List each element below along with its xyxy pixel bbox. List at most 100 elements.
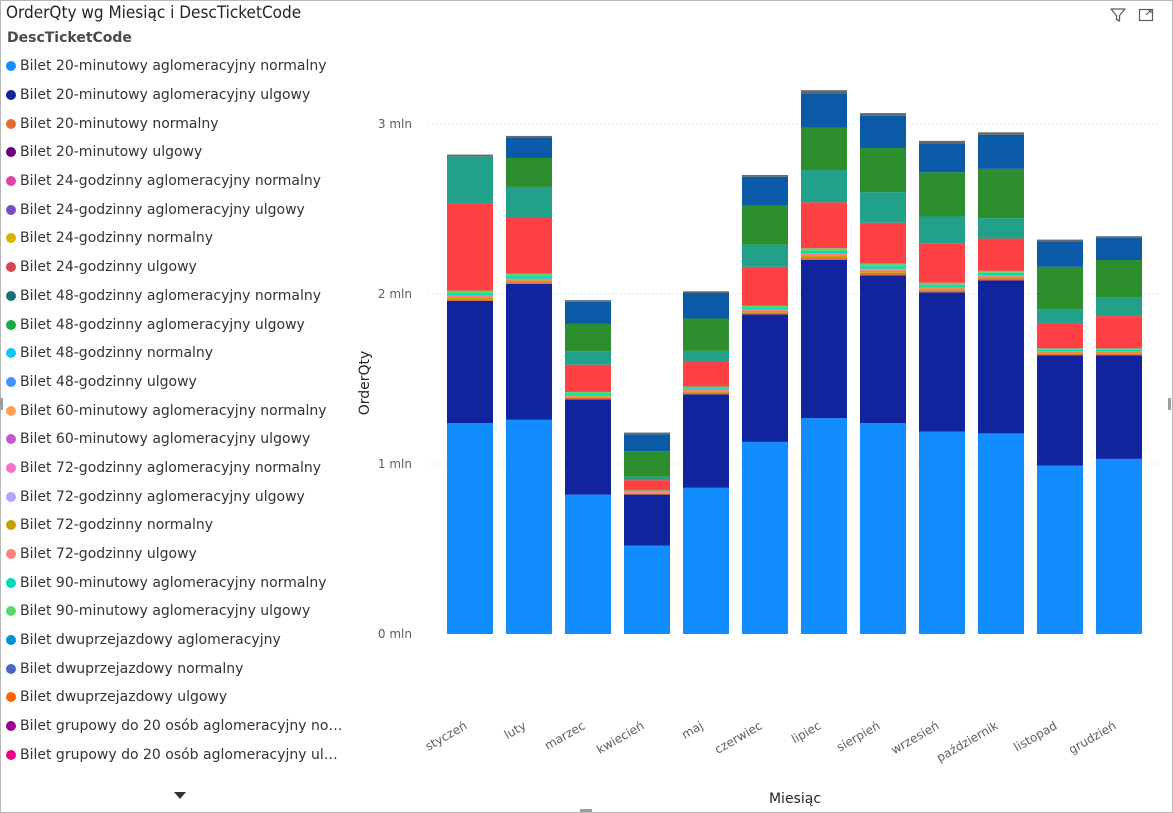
bar-segment[interactable] <box>1096 297 1142 317</box>
bar-segment[interactable] <box>447 293 493 296</box>
legend-item[interactable]: Bilet 48-godzinny aglomeracyjny normalny <box>6 282 346 311</box>
bar-segment[interactable] <box>506 135 552 138</box>
bar-segment[interactable] <box>742 205 788 245</box>
bar-segment[interactable] <box>860 115 906 148</box>
bar-segment[interactable] <box>447 297 493 300</box>
bar-segment[interactable] <box>978 278 1024 281</box>
bar-segment[interactable] <box>978 218 1024 239</box>
bar-segment[interactable] <box>860 113 906 116</box>
bar-segment[interactable] <box>447 290 493 294</box>
bar-segment[interactable] <box>860 263 906 267</box>
bar-segment[interactable] <box>860 270 906 273</box>
legend-item[interactable]: Bilet 24-godzinny normalny <box>6 224 346 253</box>
bar-segment[interactable] <box>860 147 906 193</box>
bar-segment[interactable] <box>742 441 788 634</box>
bar-segment[interactable] <box>1037 241 1083 267</box>
legend-item[interactable]: Bilet 24-godzinny ulgowy <box>6 253 346 282</box>
legend-item[interactable]: Bilet 20-minutowy normalny <box>6 109 346 138</box>
bar-segment[interactable] <box>565 301 611 324</box>
legend-item[interactable]: Bilet dwuprzejazdowy ulgowy <box>6 683 346 712</box>
legend-item[interactable]: Bilet 48-godzinny aglomeracyjny ulgowy <box>6 310 346 339</box>
legend-item[interactable]: Bilet 60-minutowy aglomeracyjny normalny <box>6 396 346 425</box>
bar-segment[interactable] <box>801 257 847 260</box>
bar-segment[interactable] <box>919 288 965 291</box>
bar-segment[interactable] <box>1037 239 1083 242</box>
bar-segment[interactable] <box>624 432 670 435</box>
bar-segment[interactable] <box>1096 236 1142 238</box>
bar-segment[interactable] <box>565 394 611 397</box>
bar-segment[interactable] <box>506 419 552 634</box>
legend-item[interactable]: Bilet grupowy do 20 osób aglomeracyjny n… <box>6 712 346 741</box>
bar-segment[interactable] <box>1037 355 1083 466</box>
bar-segment[interactable] <box>919 140 965 144</box>
bar-segment[interactable] <box>1096 352 1142 354</box>
bar-segment[interactable] <box>919 172 965 217</box>
bar-segment[interactable] <box>978 134 1024 169</box>
bar-segment[interactable] <box>742 307 788 310</box>
legend-item[interactable]: Bilet 72-godzinny normalny <box>6 511 346 540</box>
bar-segment[interactable] <box>978 270 1024 273</box>
bar-segment[interactable] <box>978 272 1024 275</box>
bar-segment[interactable] <box>1037 348 1083 350</box>
bar-segment[interactable] <box>683 487 729 634</box>
bar-segment[interactable] <box>506 280 552 283</box>
bar-segment[interactable] <box>801 253 847 256</box>
bar-segment[interactable] <box>742 266 788 306</box>
bar-segment[interactable] <box>447 203 493 291</box>
bar-segment[interactable] <box>1096 348 1142 350</box>
bar-segment[interactable] <box>565 391 611 394</box>
bar-segment[interactable] <box>1037 309 1083 323</box>
legend-item[interactable]: Bilet 72-godzinny ulgowy <box>6 540 346 569</box>
bar-segment[interactable] <box>1096 316 1142 349</box>
bar-segment[interactable] <box>1037 266 1083 310</box>
bar-segment[interactable] <box>919 284 965 287</box>
bar-segment[interactable] <box>506 186 552 218</box>
focus-mode-icon[interactable] <box>1137 6 1155 24</box>
bar-segment[interactable] <box>978 433 1024 634</box>
bar-segment[interactable] <box>565 393 611 395</box>
bar-segment[interactable] <box>683 389 729 392</box>
legend-item[interactable]: Bilet 24-godzinny aglomeracyjny ulgowy <box>6 195 346 224</box>
bar-segment[interactable] <box>801 255 847 258</box>
legend-item[interactable]: Bilet 20-minutowy aglomeracyjny normalny <box>6 52 346 81</box>
bar-segment[interactable] <box>1096 355 1142 459</box>
bar-segment[interactable] <box>742 176 788 206</box>
bar-segment[interactable] <box>742 309 788 311</box>
bar-segment[interactable] <box>978 238 1024 271</box>
bar-segment[interactable] <box>447 300 493 424</box>
bar-segment[interactable] <box>1037 349 1083 352</box>
bar-segment[interactable] <box>801 93 847 128</box>
bar-segment[interactable] <box>801 170 847 203</box>
bar-segment[interactable] <box>919 216 965 244</box>
bar-segment[interactable] <box>506 273 552 277</box>
bar-segment[interactable] <box>624 434 670 452</box>
bar-segment[interactable] <box>1096 349 1142 352</box>
bar-segment[interactable] <box>801 90 847 94</box>
legend-item[interactable]: Bilet 20-minutowy aglomeracyjny ulgowy <box>6 81 346 110</box>
bar-segment[interactable] <box>565 494 611 634</box>
bar-segment[interactable] <box>1037 353 1083 356</box>
resize-handle-right[interactable] <box>1168 398 1171 410</box>
bar-segment[interactable] <box>919 431 965 634</box>
bar-segment[interactable] <box>1096 351 1142 353</box>
bar-segment[interactable] <box>624 545 670 634</box>
bar-segment[interactable] <box>978 274 1024 277</box>
bar-segment[interactable] <box>565 323 611 352</box>
bar-segment[interactable] <box>506 282 552 284</box>
bar-segment[interactable] <box>1096 353 1142 356</box>
bar-segment[interactable] <box>447 299 493 301</box>
bar-segment[interactable] <box>506 137 552 158</box>
bar-segment[interactable] <box>506 283 552 420</box>
bar-segment[interactable] <box>683 391 729 393</box>
bar-segment[interactable] <box>565 364 611 392</box>
bar-segment[interactable] <box>565 396 611 398</box>
bar-segment[interactable] <box>447 295 493 298</box>
bar-segment[interactable] <box>683 350 729 361</box>
bar-segment[interactable] <box>860 423 906 634</box>
bar-segment[interactable] <box>1037 322 1083 349</box>
bar-segment[interactable] <box>742 244 788 267</box>
bar-segment[interactable] <box>447 154 493 157</box>
bar-segment[interactable] <box>801 202 847 249</box>
bar-segment[interactable] <box>624 491 670 493</box>
legend-item[interactable]: Bilet 48-godzinny normalny <box>6 339 346 368</box>
